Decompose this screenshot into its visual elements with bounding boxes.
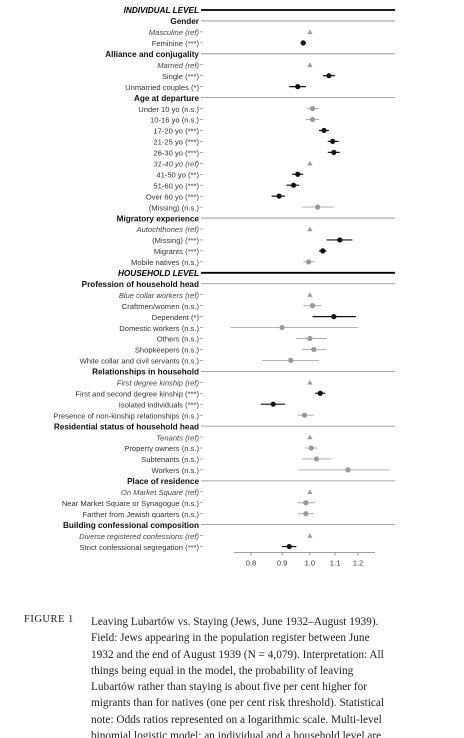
row-label-relationships-in-household: Relationships in household — [92, 368, 199, 377]
point-migrants — [320, 248, 326, 254]
row-label-blue-collar-workers-ref: Blue collar workers (ref) — [119, 291, 200, 300]
point-shopkeepers-n-s — [311, 346, 317, 353]
row-label-strict-confessional-segregation: Strict confessional segregation (***) — [80, 543, 200, 552]
point-26-30-yo — [331, 149, 337, 155]
row-label-feminine: Feminine (***) — [152, 39, 200, 48]
row-label-missing: (Missing) (***) — [152, 236, 199, 245]
row-label-profession-of-household-head: Profession of household head — [82, 280, 199, 289]
row-label-farther-from-jewish-quarters-n-s: Farther from Jewish quarters (n.s.) — [83, 510, 200, 519]
row-label-white-collar-and-civil-servants-n-s: White collar and civil servants (n.s.) — [80, 357, 200, 366]
row-label-on-market-square-ref: On Market Square (ref) — [121, 488, 200, 497]
x-tick-label-0-9: 0.9 — [277, 559, 288, 568]
row-label-first-and-second-degree-kinship: First and second degree kinship (***) — [75, 389, 199, 398]
point-farther-from-jewish-quarters-n-s — [303, 511, 309, 517]
figure-caption-text: Leaving Lubartów vs. Staying (Jews, June… — [91, 616, 385, 738]
row-label-first-degree-kinship-ref: First degree kinship (ref) — [117, 379, 200, 388]
row-label-41-50-yo: 41-50 yo (**) — [156, 170, 199, 179]
row-label-building-confessional-composition: Building confessional composition — [63, 521, 199, 530]
ref-marker-masculine-ref — [307, 29, 313, 35]
row-label-under-10-yo-n-s: Under 10 yo (n.s.) — [138, 105, 199, 114]
point-presence-of-non-kinship-relationships-n-s — [301, 412, 308, 418]
row-label-near-market-square-or-synagogue-n-s: Near Market Square or Synagogue (n.s.) — [62, 499, 200, 508]
point-missing-n-s — [315, 204, 321, 210]
row-label-place-of-residence: Place of residence — [127, 477, 199, 486]
point-white-collar-and-civil-servants-n-s — [288, 357, 294, 363]
point-10-16-yo-n-s — [309, 116, 316, 123]
row-label-single: Single (***) — [162, 72, 200, 81]
point-near-market-square-or-synagogue-n-s — [303, 500, 309, 506]
row-label-alliance-and-conjugality: Alliance and conjugality — [105, 50, 199, 59]
row-label-subtenants-n-s: Subtenants (n.s.) — [141, 455, 199, 464]
row-label-residential-status-of-household-head: Residential status of household head — [54, 422, 199, 431]
point-subtenants-n-s — [313, 456, 320, 462]
row-label-over-60-yo: Over 60 yo (***) — [146, 192, 200, 201]
ref-marker-diverse-registered-confessions-ref — [307, 533, 313, 538]
row-label-married-ref: Married (ref) — [157, 61, 199, 70]
point-others-n-s — [307, 335, 313, 342]
row-label-missing-n-s: (Missing) (n.s.) — [149, 203, 200, 212]
point-single — [326, 73, 332, 79]
row-label-migratory-experience: Migratory experience — [117, 214, 200, 223]
row-label-isolated-individuals: Isolated individuals (***) — [119, 400, 200, 409]
row-label-21-25-yo: 21-25 yo (***) — [153, 138, 199, 147]
row-label-craftmen-women-n-s: Craftmen/women (n.s.) — [122, 302, 200, 311]
point-21-25-yo — [330, 138, 336, 144]
row-label-31-40-yo-ref: 31-40 yo (ref) — [153, 160, 199, 169]
row-label-17-20-yo: 17-20 yo (***) — [153, 127, 199, 136]
point-feminine — [300, 40, 306, 46]
point-isolated-individuals — [270, 401, 276, 407]
forest-plot: INDIVIDUAL LEVEL Gender Masculine (ref) Fem… — [53, 6, 395, 568]
x-tick-label-0-8: 0.8 — [246, 559, 257, 568]
point-mobile-natives-n-s — [305, 259, 312, 265]
row-label-10-16-yo-n-s: 10-16 yo (n.s.) — [150, 116, 199, 125]
row-label-domestic-workers-n-s: Domestic workers (n.s.) — [119, 324, 199, 333]
row-label-presence-of-non-kinship-relationships-n-s: Presence of non-kinship relationships (n… — [53, 411, 199, 420]
row-label-tenants-ref: Tenants (ref) — [156, 433, 199, 442]
row-label-migrants: Migrants (***) — [154, 247, 200, 256]
point-over-60-yo — [276, 193, 282, 199]
point-dependent — [331, 314, 337, 320]
point-51-60-yo — [290, 182, 297, 188]
row-label-gender: Gender — [170, 17, 199, 26]
row-label-mobile-natives-n-s: Mobile natives (n.s.) — [131, 258, 199, 267]
point-under-10-yo-n-s — [309, 105, 316, 112]
point-unmarried-couples — [295, 84, 301, 90]
point-strict-confessional-segregation — [286, 543, 292, 550]
point-workers-n-s — [345, 467, 351, 473]
row-label-autochthones-ref: Autochthones (ref) — [136, 225, 200, 234]
row-label-shopkeepers-n-s: Shopkeepers (n.s.) — [135, 346, 200, 355]
ref-marker-tenants-ref — [307, 434, 313, 440]
point-domestic-workers-n-s — [279, 324, 285, 331]
x-tick-label-1-1: 1.1 — [330, 559, 341, 568]
row-label-unmarried-couples: Unmarried couples (*) — [125, 83, 199, 92]
ref-marker-married-ref — [307, 62, 313, 67]
x-tick-label-1-2: 1.2 — [353, 559, 364, 568]
ref-marker-31-40-yo-ref — [307, 160, 313, 166]
row-label-masculine-ref: Masculine (ref) — [149, 28, 200, 37]
point-first-and-second-degree-kinship — [317, 390, 323, 396]
row-label-individual-level: INDIVIDUAL LEVEL — [124, 6, 199, 15]
figure-caption: FIGURE 1 Leaving Lubartów vs. Staying (J… — [0, 614, 464, 738]
row-label-26-30-yo: 26-30 yo (***) — [153, 149, 199, 158]
row-label-age-at-departure: Age at departure — [134, 94, 200, 103]
ref-marker-autochthones-ref — [307, 226, 313, 232]
point-craftmen-women-n-s — [309, 303, 316, 309]
row-label-51-60-yo: 51-60 yo (***) — [153, 181, 199, 190]
figure-label: FIGURE 1 — [24, 614, 74, 625]
point-missing — [337, 237, 343, 243]
ref-marker-first-degree-kinship-ref — [307, 379, 313, 385]
ref-marker-on-market-square-ref — [307, 489, 313, 494]
ref-marker-blue-collar-workers-ref — [307, 292, 313, 297]
point-41-50-yo — [295, 171, 301, 177]
row-label-dependent: Dependent (*) — [152, 313, 200, 322]
row-label-household-level: HOUSEHOLD LEVEL — [118, 269, 199, 278]
point-17-20-yo — [321, 127, 327, 134]
row-label-others-n-s: Others (n.s.) — [157, 335, 200, 344]
row-label-property-owners-n-s: Property owners (n.s.) — [124, 444, 199, 453]
point-property-owners-n-s — [308, 445, 314, 451]
row-label-diverse-registered-confessions-ref: Diverse registered confessions (ref) — [79, 532, 199, 541]
x-tick-label-1-0: 1.0 — [305, 559, 316, 568]
row-label-workers-n-s: Workers (n.s.) — [151, 466, 199, 475]
